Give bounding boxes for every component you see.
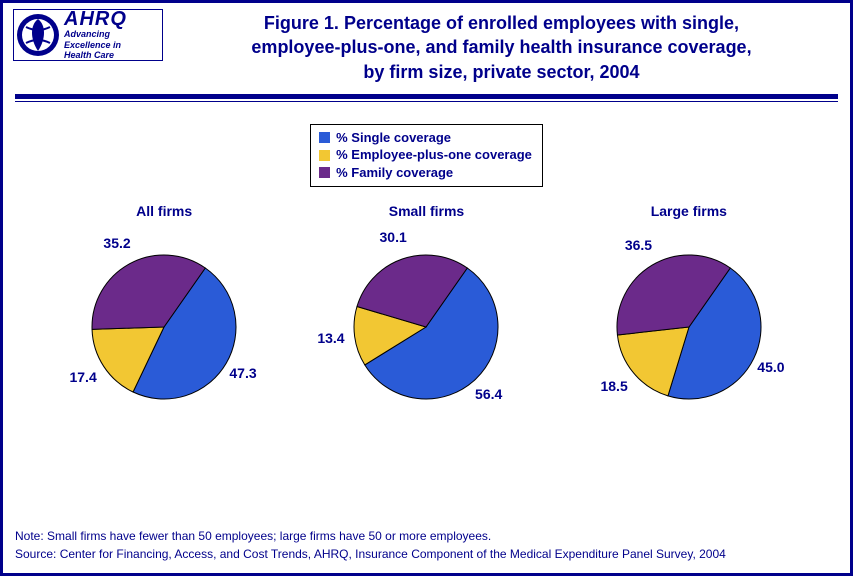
legend-label: % Employee-plus-one coverage [336, 146, 532, 164]
pie-wrap: 56.413.430.1 [301, 227, 551, 427]
ahrq-text-block: AHRQ Advancing Excellence in Health Care [62, 9, 162, 62]
pie-wrap: 47.317.435.2 [39, 227, 289, 427]
chart-title: Small firms [301, 203, 551, 219]
chart-cell: Large firms 45.018.536.5 [564, 203, 814, 427]
title-line-3: by firm size, private sector, 2004 [173, 60, 830, 84]
legend-swatch [319, 132, 330, 143]
legend-item: % Employee-plus-one coverage [319, 146, 532, 164]
pie-chart [301, 227, 551, 427]
legend-box: % Single coverage% Employee-plus-one cov… [310, 124, 543, 187]
chart-title: All firms [39, 203, 289, 219]
ahrq-wordmark: AHRQ [64, 9, 162, 29]
footer-note: Note: Small firms have fewer than 50 emp… [15, 527, 838, 545]
hhs-seal-icon [16, 13, 60, 57]
figure-footer: Note: Small firms have fewer than 50 emp… [15, 527, 838, 563]
chart-cell: All firms 47.317.435.2 [39, 203, 289, 427]
legend-swatch [319, 167, 330, 178]
figure-frame: AHRQ Advancing Excellence in Health Care… [0, 0, 853, 576]
header-rule [15, 94, 838, 102]
legend-label: % Single coverage [336, 129, 451, 147]
legend-item: % Family coverage [319, 164, 532, 182]
ahrq-tagline-1: Advancing [64, 30, 162, 40]
charts-row: All firms 47.317.435.2 Small firms 56.413.4… [3, 187, 850, 427]
legend-label: % Family coverage [336, 164, 453, 182]
legend-wrap: % Single coverage% Employee-plus-one cov… [3, 124, 850, 187]
ahrq-tagline-3: Health Care [64, 51, 162, 61]
figure-title: Figure 1. Percentage of enrolled employe… [163, 9, 840, 84]
title-line-1: Figure 1. Percentage of enrolled employe… [173, 11, 830, 35]
legend-item: % Single coverage [319, 129, 532, 147]
chart-title: Large firms [564, 203, 814, 219]
pie-wrap: 45.018.536.5 [564, 227, 814, 427]
title-line-2: employee-plus-one, and family health ins… [173, 35, 830, 59]
legend-swatch [319, 150, 330, 161]
chart-cell: Small firms 56.413.430.1 [301, 203, 551, 427]
pie-chart [39, 227, 289, 427]
ahrq-tagline-2: Excellence in [64, 41, 162, 51]
ahrq-logo-box: AHRQ Advancing Excellence in Health Care [13, 9, 163, 61]
footer-source: Source: Center for Financing, Access, an… [15, 545, 838, 563]
pie-chart [564, 227, 814, 427]
header-row: AHRQ Advancing Excellence in Health Care… [3, 3, 850, 90]
